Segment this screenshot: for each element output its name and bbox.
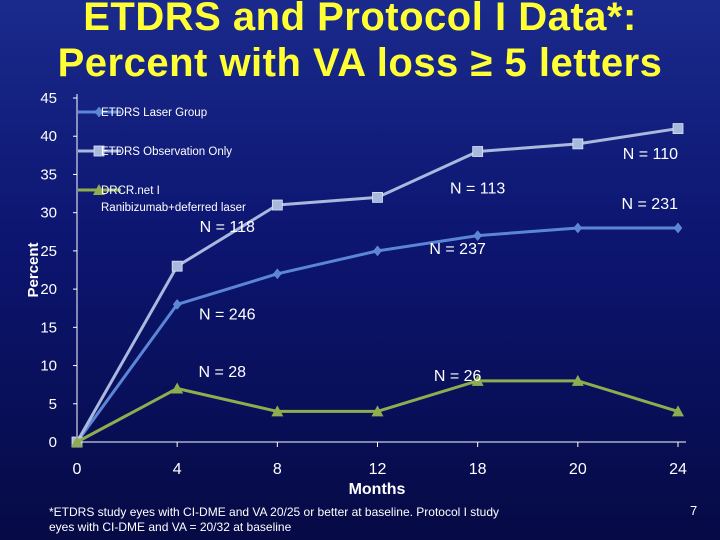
data-point-s3: [171, 382, 184, 394]
n-annotation: N = 26: [434, 368, 482, 385]
data-point-s2: [472, 146, 484, 157]
footnote-line-2: eyes with CI-DME and VA = 20/32 at basel…: [49, 520, 292, 534]
y-tick-label: 30: [40, 205, 57, 222]
x-tick-label: 24: [669, 461, 687, 478]
data-point-s2: [271, 199, 283, 211]
n-annotation: N = 246: [199, 307, 256, 324]
y-axis-label: Percent: [25, 242, 42, 297]
y-tick-label: 10: [40, 358, 57, 375]
title-line-2: Percent with VA loss ≥ 5 letters: [57, 41, 663, 85]
n-annotation: N = 110: [623, 146, 678, 163]
data-point-s3: [471, 374, 484, 386]
n-annotation: N = 118: [200, 219, 255, 236]
x-tick-label: 8: [273, 461, 282, 478]
data-point-s1: [473, 230, 482, 242]
y-tick-label: 20: [40, 281, 57, 298]
footnote-line-1: *ETDRS study eyes with CI-DME and VA 20/…: [49, 505, 499, 519]
data-point-s1: [172, 298, 182, 310]
n-annotation: N = 231: [622, 196, 679, 213]
y-tick-label: 25: [40, 243, 57, 260]
legend-label: DRCR.net I: [101, 185, 160, 197]
x-axis-label: Months: [349, 481, 406, 498]
data-point-s3: [571, 374, 584, 386]
x-tick-label: 12: [369, 461, 387, 478]
legend-label: ETDRS Laser Group: [101, 107, 207, 119]
n-annotation: N = 113: [450, 181, 505, 198]
y-tick-label: 0: [49, 434, 57, 451]
legend-marker: [93, 184, 105, 195]
x-tick-label: 20: [569, 461, 587, 478]
data-point-s3: [672, 405, 684, 417]
n-annotation: N = 237: [429, 241, 486, 258]
footnote: *ETDRS study eyes with CI-DME and VA 20/…: [49, 505, 629, 535]
slide-number: 7: [690, 503, 698, 518]
slide-title: ETDRS and Protocol I Data*: Percent with…: [0, 0, 720, 86]
data-point-s2: [372, 191, 383, 203]
y-tick-label: 35: [40, 166, 57, 183]
data-point-s1: [673, 222, 683, 234]
legend-label: ETDRS Observation Only: [101, 146, 232, 158]
data-point-s1: [273, 268, 282, 280]
data-point-s3: [271, 405, 284, 417]
data-point-s2: [572, 138, 584, 150]
y-tick-label: 5: [49, 396, 57, 413]
x-tick-label: 4: [173, 461, 182, 478]
y-tick-label: 40: [40, 128, 57, 145]
legend-label-cont: Ranibizumab+deferred laser: [101, 202, 246, 214]
legend-marker: [93, 145, 105, 157]
n-annotation: N = 28: [198, 364, 246, 381]
data-point-s2: [672, 123, 684, 134]
x-tick-label: 18: [469, 461, 487, 478]
y-tick-label: 45: [40, 90, 57, 107]
y-tick-label: 15: [40, 319, 57, 336]
x-tick-label: 0: [73, 461, 82, 478]
legend-marker: [94, 106, 104, 118]
data-point-s3: [371, 405, 384, 417]
data-point-s3: [71, 436, 83, 447]
data-point-s1: [573, 222, 583, 234]
data-point-s2: [171, 260, 183, 272]
data-point-s1: [373, 245, 382, 257]
title-line-1: ETDRS and Protocol I Data*:: [83, 0, 637, 39]
